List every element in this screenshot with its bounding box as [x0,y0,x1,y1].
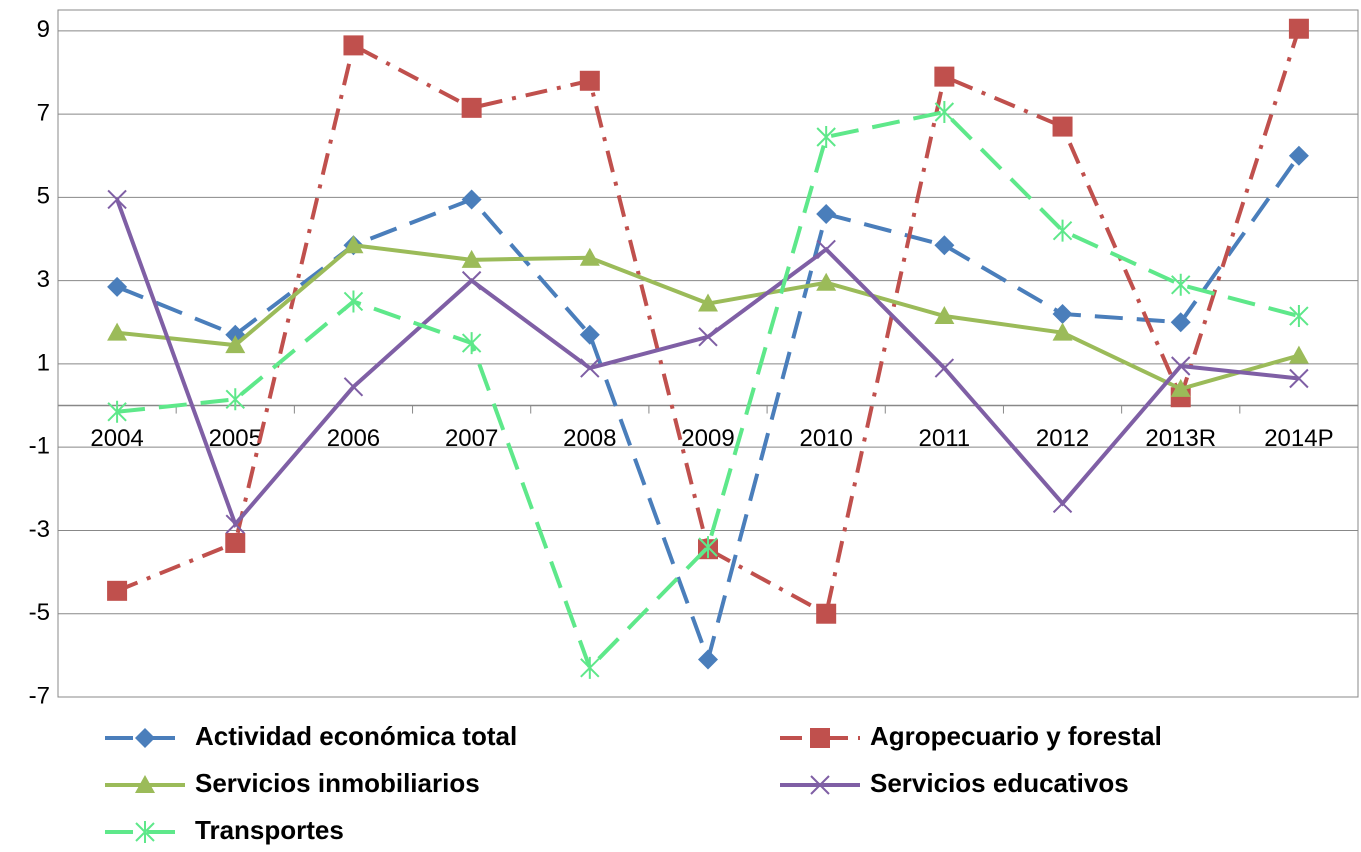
marker [1170,312,1191,333]
marker [135,728,155,748]
y-tick-label: -7 [29,682,50,709]
y-tick-label: 5 [37,183,50,210]
legend-label: Agropecuario y forestal [870,721,1162,751]
marker [698,293,718,312]
legend-label: Servicios inmobiliarios [195,768,480,798]
marker [1052,493,1073,514]
marker [816,239,836,260]
marker [135,775,155,793]
marker [1170,378,1191,397]
marker [107,322,128,341]
marker [816,125,836,148]
marker [698,327,718,347]
legend-label: Servicios educativos [870,768,1129,798]
marker [698,649,718,670]
x-tick-label: 2008 [563,425,616,452]
marker [1052,322,1073,341]
marker [934,358,955,378]
marker [343,290,364,313]
marker [934,101,955,124]
marker [579,70,600,91]
marker [1052,303,1073,324]
marker [343,377,364,397]
marker [343,235,364,254]
marker [810,728,830,748]
y-tick-label: 3 [37,266,50,293]
marker [107,400,127,423]
marker [1171,273,1191,296]
marker [1288,18,1309,39]
marker [225,388,245,411]
y-tick-label: 1 [37,349,50,376]
marker [343,35,364,56]
marker [934,306,955,325]
marker [225,514,245,534]
x-tick-label: 2013R [1145,425,1216,452]
x-tick-label: 2014P [1264,425,1333,452]
marker [225,532,246,553]
y-tick-label: 7 [37,99,50,126]
marker [816,272,837,291]
marker [225,335,246,354]
marker [107,276,128,297]
marker [1288,145,1309,166]
marker [1289,305,1309,328]
x-tick-label: 2011 [919,425,971,452]
marker [107,580,128,601]
y-tick-label: -3 [29,516,50,543]
x-tick-label: 2005 [209,425,262,452]
marker [579,324,600,345]
x-tick-label: 2006 [327,425,380,452]
marker [579,247,600,266]
x-tick-label: 2007 [445,425,498,452]
marker [816,204,837,225]
y-tick-label: -5 [29,599,50,626]
marker [1052,219,1073,242]
plot-border [57,9,1359,698]
marker [1288,345,1309,364]
marker [1052,116,1073,137]
marker [107,189,127,210]
marker [934,235,955,256]
legend-label: Transportes [195,815,344,845]
x-tick-label: 2012 [1036,425,1089,452]
x-tick-label: 2009 [681,425,734,452]
marker [816,603,837,624]
marker [461,97,482,118]
series-line [116,109,1300,672]
x-tick-label: 2004 [90,425,143,452]
marker [461,332,482,355]
marker [461,270,482,291]
marker [580,656,600,679]
marker [461,189,482,210]
marker [135,821,155,843]
marker [580,358,600,378]
x-tick-label: 2010 [799,425,852,452]
marker [1289,368,1309,389]
y-tick-label: -1 [29,433,50,460]
marker [698,536,718,559]
marker [810,775,830,795]
marker [934,66,955,87]
marker [461,249,482,268]
y-tick-label: 9 [37,16,50,43]
series-line [116,28,1301,617]
legend-label: Actividad económica total [195,721,517,751]
marker [1171,356,1191,376]
